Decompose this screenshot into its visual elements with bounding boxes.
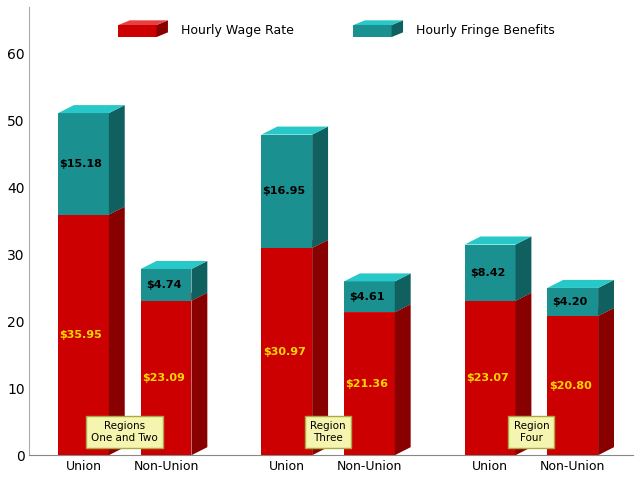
Polygon shape: [191, 261, 207, 300]
Text: $21.36: $21.36: [346, 379, 388, 389]
Polygon shape: [141, 300, 191, 455]
Polygon shape: [353, 20, 403, 25]
Polygon shape: [261, 240, 328, 248]
Text: $23.09: $23.09: [142, 373, 185, 383]
Polygon shape: [141, 293, 207, 300]
Text: $4.61: $4.61: [349, 292, 385, 302]
Polygon shape: [465, 244, 515, 301]
Polygon shape: [58, 207, 125, 215]
Text: Hourly Fringe Benefits: Hourly Fringe Benefits: [416, 24, 554, 37]
Polygon shape: [598, 280, 614, 316]
Polygon shape: [353, 25, 392, 37]
Polygon shape: [598, 308, 614, 455]
Polygon shape: [191, 293, 207, 455]
Polygon shape: [109, 105, 125, 215]
Text: $20.80: $20.80: [548, 381, 591, 391]
Polygon shape: [344, 312, 395, 455]
Polygon shape: [157, 20, 168, 37]
Text: $4.74: $4.74: [146, 280, 181, 290]
Text: $8.42: $8.42: [470, 268, 505, 278]
Polygon shape: [141, 269, 191, 300]
Text: $35.95: $35.95: [60, 330, 102, 340]
Text: Region
Three: Region Three: [310, 421, 346, 443]
Polygon shape: [261, 127, 328, 134]
Polygon shape: [344, 281, 395, 312]
Text: Regions
One and Two: Regions One and Two: [92, 421, 158, 443]
Polygon shape: [141, 261, 207, 269]
Polygon shape: [465, 293, 531, 301]
Polygon shape: [547, 288, 598, 316]
Polygon shape: [395, 304, 411, 455]
Polygon shape: [312, 240, 328, 455]
Polygon shape: [515, 237, 531, 301]
Text: $16.95: $16.95: [262, 186, 306, 196]
Polygon shape: [465, 237, 531, 244]
Polygon shape: [58, 105, 125, 113]
Polygon shape: [261, 248, 312, 455]
Polygon shape: [118, 25, 157, 37]
Polygon shape: [312, 127, 328, 248]
Text: $23.07: $23.07: [466, 373, 509, 383]
Polygon shape: [58, 215, 109, 455]
Polygon shape: [261, 134, 312, 248]
Text: $30.97: $30.97: [263, 347, 306, 357]
Polygon shape: [547, 308, 614, 316]
Text: $4.20: $4.20: [552, 297, 588, 307]
Polygon shape: [547, 280, 614, 288]
Text: Region
Four: Region Four: [513, 421, 549, 443]
Text: Hourly Wage Rate: Hourly Wage Rate: [180, 24, 294, 37]
Polygon shape: [58, 113, 109, 215]
Polygon shape: [118, 20, 168, 25]
Polygon shape: [344, 304, 411, 312]
Polygon shape: [344, 274, 411, 281]
Polygon shape: [515, 293, 531, 455]
Polygon shape: [465, 301, 515, 455]
Text: $15.18: $15.18: [60, 159, 102, 169]
Polygon shape: [547, 316, 598, 455]
Polygon shape: [392, 20, 403, 37]
Polygon shape: [109, 207, 125, 455]
Polygon shape: [395, 274, 411, 312]
